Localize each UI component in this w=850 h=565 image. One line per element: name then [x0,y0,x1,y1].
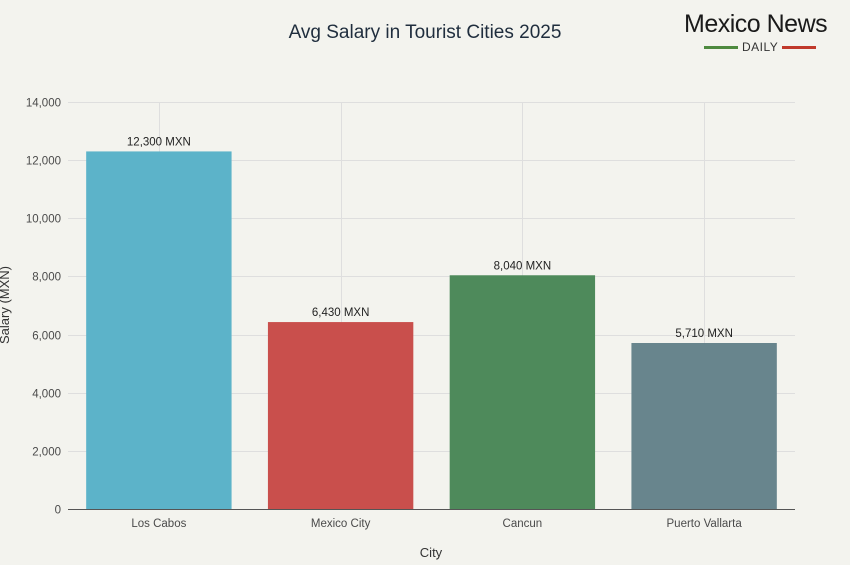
x-tick-label: Los Cabos [131,518,186,530]
y-tick-label: 6,000 [32,331,61,343]
x-axis-ticks: Los Cabos Mexico City Cancun Puerto Vallart… [131,518,742,530]
x-tick-label: Mexico City [311,518,371,530]
x-tick-label: Cancun [503,518,543,530]
logo-name: Mexico News [684,10,828,38]
bar-data-label: 8,040 MXN [494,260,552,272]
y-tick-label: 8,000 [32,272,61,284]
y-tick-label: 4,000 [32,389,61,401]
y-tick-label: 2,000 [32,447,61,459]
y-tick-label: 10,000 [26,214,61,226]
chart-title: Avg Salary in Tourist Cities 2025 [289,22,562,43]
y-tick-label: 14,000 [26,98,61,110]
bar [449,275,596,509]
x-axis-label: City [420,545,443,560]
bar [267,322,414,509]
y-tick-label: 0 [55,505,61,517]
y-tick-label: 12,000 [26,156,61,168]
y-axis-label: Salary (MXN) [0,266,12,344]
y-axis-ticks: 0 2,000 4,000 6,000 8,000 10,000 12,000 14,000 [26,98,61,517]
bar-data-label: 6,430 MXN [312,307,370,319]
bar [631,343,777,509]
mexico-news-daily-logo: Mexico News DAILY [680,10,840,56]
logo-green-bar [704,45,738,49]
bar-data-label: 5,710 MXN [675,328,733,340]
logo-sub-row: DAILY [704,40,817,54]
bars: 12,300 MXN 6,430 MXN 8,040 MXN 5,710 MXN [86,136,777,509]
bar [86,151,232,509]
logo-sub: DAILY [742,40,779,54]
x-tick-label: Puerto Vallarta [667,518,743,530]
logo-red-bar [782,45,817,49]
bar-data-label: 12,300 MXN [127,136,191,148]
